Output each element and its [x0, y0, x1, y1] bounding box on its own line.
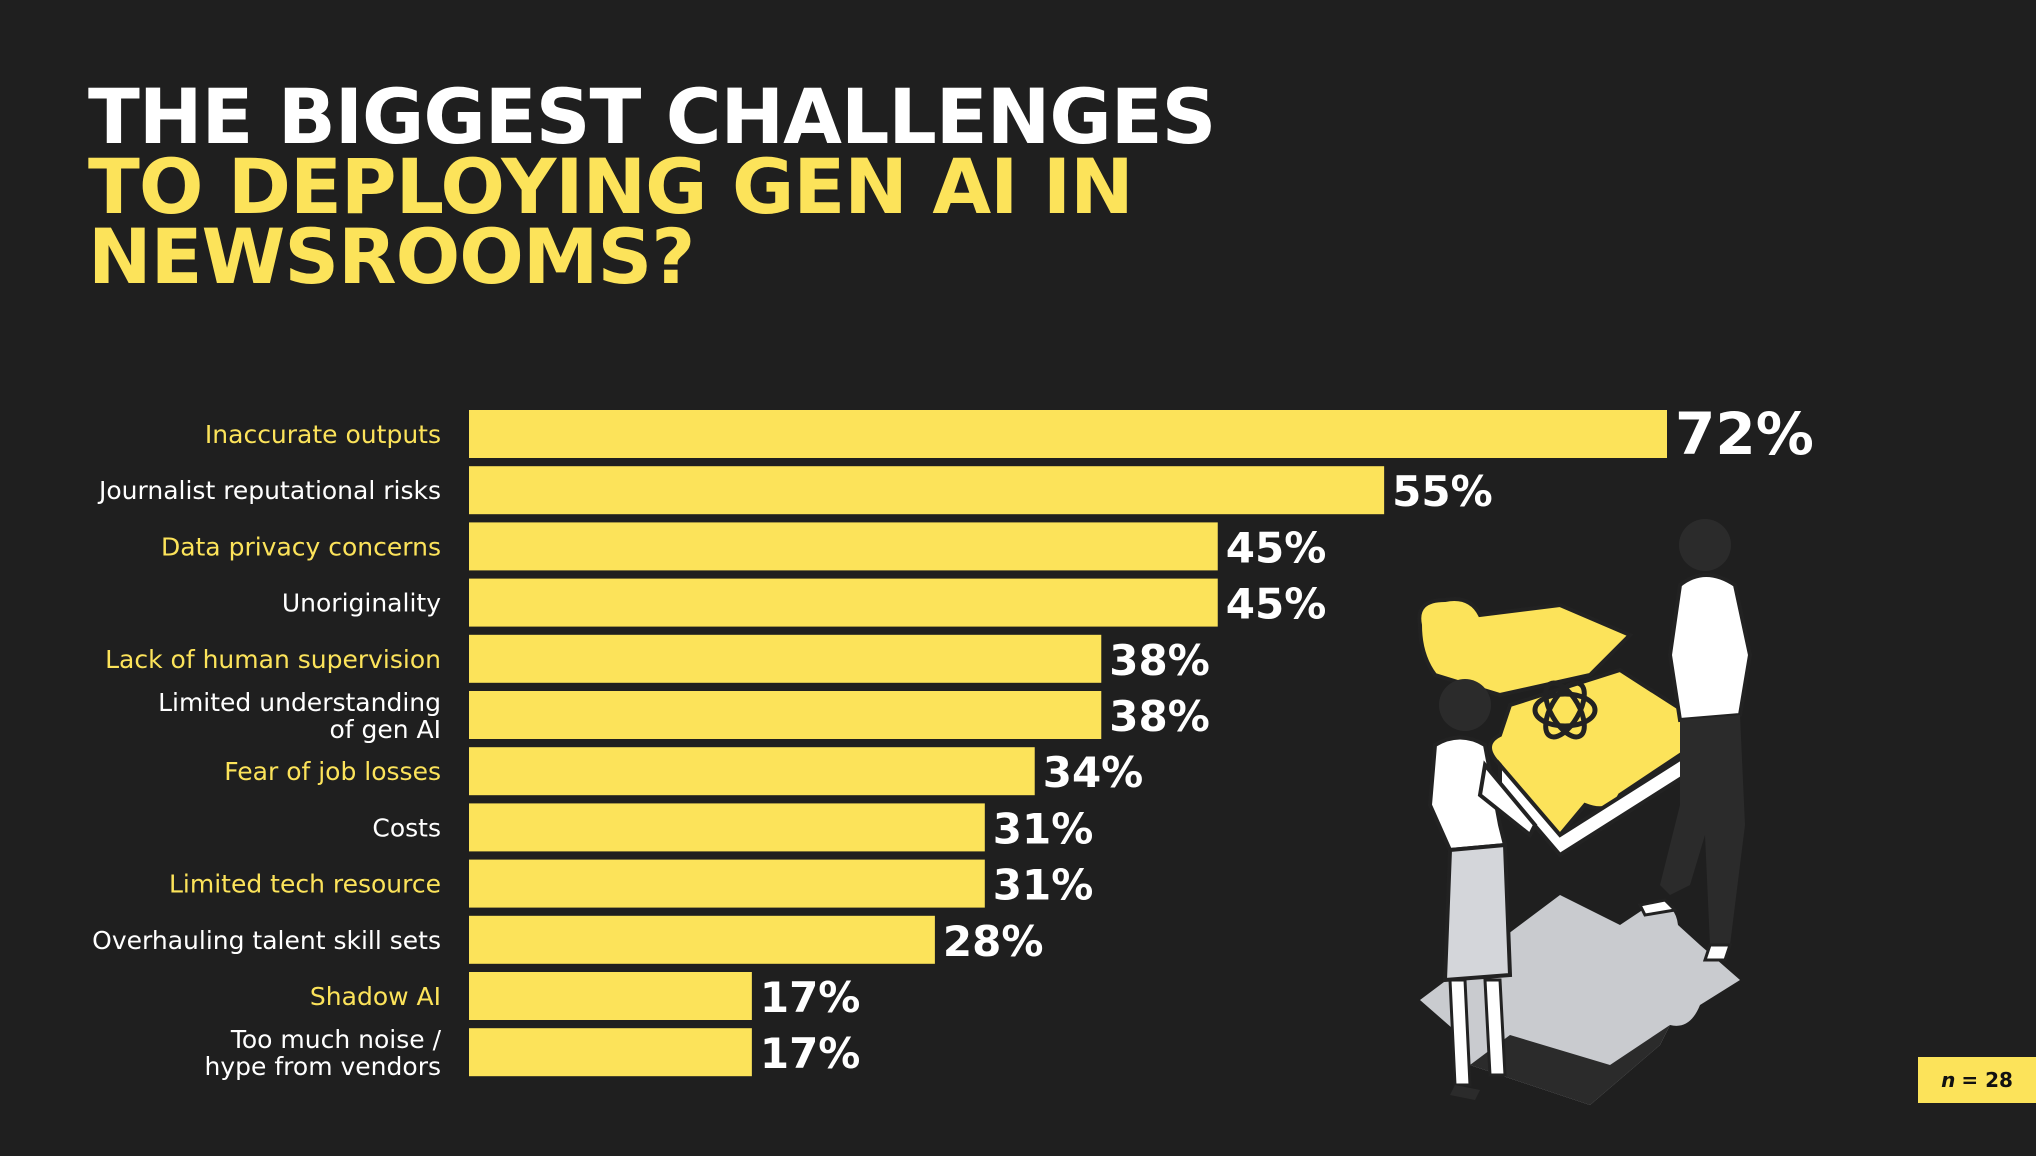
value-label-1: 55% — [1392, 467, 1493, 516]
man-figure — [1637, 519, 1753, 962]
category-label-8: Limited tech resource — [169, 870, 441, 899]
category-label-7: Costs — [372, 813, 441, 842]
bar-5 — [469, 691, 1102, 739]
bar-2 — [469, 522, 1218, 571]
title-line-1: THE BIGGEST CHALLENGES — [88, 72, 1216, 161]
puzzle-piece-back — [1417, 597, 1634, 698]
bar-8 — [469, 859, 985, 908]
chart-title: THE BIGGEST CHALLENGES TO DEPLOYING GEN … — [88, 72, 1216, 301]
bar-chart: 72% Inaccurate outputs 55% Journalist reput… — [92, 400, 1814, 1081]
category-label-4: Lack of human supervision — [105, 645, 441, 674]
value-label-11: 17% — [760, 1029, 861, 1078]
value-label-4: 38% — [1109, 636, 1210, 685]
category-label-10: Shadow AI — [310, 982, 441, 1011]
category-label-6: Fear of job losses — [224, 757, 441, 786]
title-line-2: TO DEPLOYING GEN AI IN — [88, 142, 1134, 231]
value-label-2: 45% — [1226, 523, 1327, 572]
category-label-1: Journalist reputational risks — [97, 476, 441, 505]
sample-size-badge: n = 28 — [1918, 1057, 2036, 1103]
bar-9 — [469, 915, 935, 964]
bar-6 — [469, 747, 1035, 796]
bar-1 — [469, 466, 1385, 515]
bar-4 — [469, 634, 1102, 683]
sample-size-symbol: n — [1941, 1068, 1956, 1092]
puzzle-illustration — [1417, 519, 1753, 1105]
value-label-0: 72% — [1675, 400, 1814, 468]
value-label-6: 34% — [1043, 748, 1144, 797]
value-label-7: 31% — [993, 804, 1094, 853]
value-label-10: 17% — [760, 973, 861, 1022]
woman-figure — [1427, 679, 1538, 1100]
sample-size-value: = 28 — [1961, 1068, 2013, 1092]
ai-logo-icon — [1532, 680, 1598, 740]
bar-10 — [469, 972, 752, 1020]
value-label-5: 38% — [1109, 692, 1210, 741]
category-label-5: Limited understanding of gen AI — [158, 688, 441, 744]
category-label-0: Inaccurate outputs — [205, 420, 441, 449]
title-line-3: NEWSROOMS? — [88, 212, 695, 301]
category-label-2: Data privacy concerns — [161, 532, 441, 561]
bar-0 — [469, 410, 1667, 458]
bar-3 — [469, 578, 1218, 627]
category-label-3: Unoriginality — [282, 589, 441, 618]
bar-11 — [469, 1028, 752, 1077]
bar-7 — [469, 803, 985, 852]
category-label-9: Overhauling talent skill sets — [92, 926, 441, 955]
value-label-9: 28% — [943, 917, 1044, 966]
value-label-8: 31% — [993, 861, 1094, 910]
category-label-11: Too much noise / hype from vendors — [205, 1025, 442, 1081]
value-label-3: 45% — [1226, 580, 1327, 629]
floor-puzzle-dark — [1470, 1025, 1670, 1105]
